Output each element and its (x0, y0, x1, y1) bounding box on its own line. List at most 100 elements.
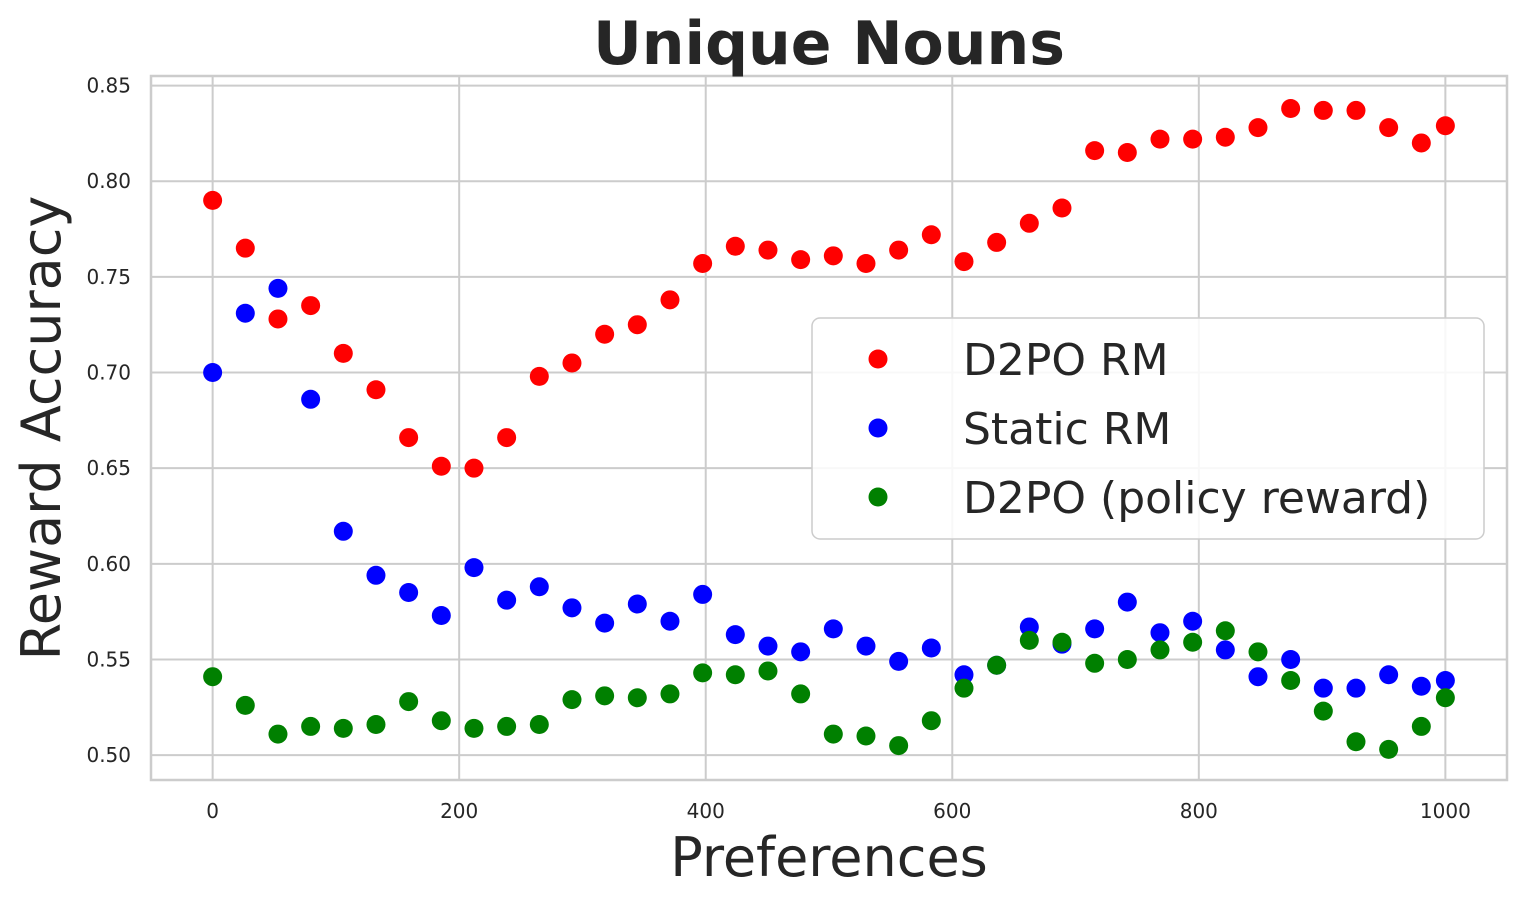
legend-marker (868, 349, 888, 369)
data-point (529, 577, 549, 597)
y-tick-label: 0.60 (86, 552, 131, 576)
data-point (431, 605, 451, 625)
data-point (399, 692, 419, 712)
data-point (1379, 118, 1399, 138)
data-point (1248, 667, 1268, 687)
data-point (921, 225, 941, 245)
data-point (889, 240, 909, 260)
series-1 (203, 278, 1455, 698)
x-tick-label: 200 (440, 799, 478, 823)
legend-label: D2PO (policy reward) (963, 473, 1430, 524)
data-point (693, 663, 713, 683)
data-point (1183, 129, 1203, 149)
data-point (1215, 621, 1235, 641)
data-point (1411, 676, 1431, 696)
data-point (823, 246, 843, 266)
data-point (1313, 100, 1333, 120)
data-point (1019, 213, 1039, 233)
data-point (660, 290, 680, 310)
data-point (627, 688, 647, 708)
data-point (823, 724, 843, 744)
data-point (627, 594, 647, 614)
data-point (595, 613, 615, 633)
data-point (431, 711, 451, 731)
data-point (1281, 671, 1301, 691)
data-point (529, 715, 549, 735)
data-point (333, 521, 353, 541)
data-point (301, 389, 321, 409)
data-point (333, 718, 353, 738)
x-tick-label: 1000 (1420, 799, 1471, 823)
data-point (1346, 732, 1366, 752)
y-tick-label: 0.50 (86, 743, 131, 767)
data-point (1411, 716, 1431, 736)
data-point (987, 232, 1007, 252)
x-axis-label: Preferences (670, 826, 988, 889)
y-tick-label: 0.55 (86, 647, 131, 671)
y-tick-label: 0.75 (86, 265, 131, 289)
data-point (693, 253, 713, 273)
data-point (954, 252, 974, 272)
data-point (1435, 116, 1455, 136)
chart-title: Unique Nouns (593, 9, 1065, 79)
data-point (333, 343, 353, 363)
data-point (1313, 701, 1333, 721)
data-point (987, 655, 1007, 675)
data-point (627, 315, 647, 335)
data-point (235, 238, 255, 258)
data-point (366, 565, 386, 585)
data-point (856, 636, 876, 656)
data-point (921, 711, 941, 731)
data-point (1019, 630, 1039, 650)
data-point (856, 253, 876, 273)
legend-marker (868, 418, 888, 438)
data-point (562, 353, 582, 373)
data-point (758, 240, 778, 260)
data-point (1052, 632, 1072, 652)
y-axis-label: Reward Accuracy (10, 196, 73, 661)
y-tick-label: 0.85 (86, 74, 131, 98)
data-point (660, 684, 680, 704)
data-point (791, 642, 811, 662)
y-tick-label: 0.65 (86, 456, 131, 480)
data-point (725, 625, 745, 645)
data-point (1248, 118, 1268, 138)
y-tick-label: 0.70 (86, 361, 131, 385)
x-axis-ticks: 0 200 400 600 800 1000 (206, 799, 1471, 823)
data-point (203, 667, 223, 687)
data-point (464, 718, 484, 738)
legend-marker (868, 487, 888, 507)
data-point (1379, 665, 1399, 685)
data-point (1085, 141, 1105, 161)
data-point (399, 583, 419, 603)
data-point (562, 598, 582, 618)
plot-frame (149, 74, 1509, 782)
x-tick-label: 0 (206, 799, 219, 823)
data-point (268, 309, 288, 329)
data-point (954, 665, 974, 685)
y-axis-ticks: 0.50 0.55 0.60 0.65 0.70 0.75 0.80 0.85 (86, 74, 131, 768)
series-0 (203, 99, 1455, 478)
data-point (1117, 649, 1137, 669)
data-point (203, 363, 223, 383)
data-points (203, 99, 1455, 759)
data-point (1117, 592, 1137, 612)
data-point (235, 695, 255, 715)
data-point (497, 590, 517, 610)
data-point (1248, 642, 1268, 662)
data-point (595, 686, 615, 706)
data-point (889, 651, 909, 671)
data-point (1183, 611, 1203, 631)
data-point (268, 278, 288, 298)
data-point (301, 716, 321, 736)
data-point (497, 716, 517, 736)
x-tick-label: 600 (933, 799, 971, 823)
series-2 (203, 621, 1455, 759)
x-tick-label: 400 (687, 799, 725, 823)
data-point (235, 303, 255, 323)
data-point (1435, 671, 1455, 691)
legend-label: D2PO RM (963, 335, 1169, 386)
data-point (366, 380, 386, 400)
data-point (464, 558, 484, 578)
